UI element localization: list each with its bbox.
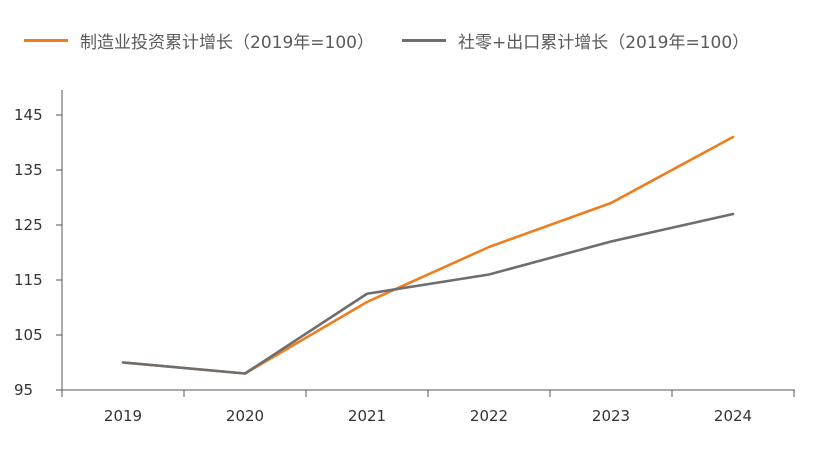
legend-item-retail-export: 社零+出口累计增长（2019年=100） [401,28,750,53]
data-point-series-1 [488,273,490,276]
y-tick-label: 115 [14,271,43,289]
axes: 95 105 115 125 135 145 2019 2020 2021 2022 2023 202… [14,90,795,425]
data-point-series-1 [610,240,612,243]
data-point-series-0 [610,202,612,204]
x-tick-label: 2023 [592,407,630,425]
legend-label-retail-export: 社零+出口累计增长（2019年=100） [457,33,750,53]
data-point-series-1 [732,213,734,215]
data-point-series-1 [244,372,246,375]
legend-swatch-manufacturing [24,39,68,42]
x-tick-label: 2022 [470,407,508,425]
legend-swatch-retail-export [401,39,446,42]
y-tick-label: 105 [14,326,43,344]
data-point-series-0 [488,246,490,248]
y-tick-label: 125 [14,216,43,234]
legend-label-manufacturing: 制造业投资累计增长（2019年=100） [80,33,374,53]
data-point-series-1 [122,361,124,364]
x-tick-label: 2021 [348,407,386,425]
y-tick-label: 135 [14,161,43,179]
data-point-series-0 [366,301,368,303]
series-layer [121,135,735,375]
series-line-1 [121,212,735,375]
legend-item-manufacturing: 制造业投资累计增长（2019年=100） [24,28,374,53]
data-point-series-1 [366,292,368,295]
y-tick-label: 95 [14,381,33,399]
series-line-0 [121,135,735,375]
x-tick-label: 2024 [714,407,752,425]
y-tick-label: 145 [14,106,43,124]
legend: 制造业投资累计增长（2019年=100） 社零+出口累计增长（2019年=100… [24,28,749,53]
x-tick-label: 2020 [226,407,264,425]
data-point-series-0 [732,136,734,138]
x-tick-label: 2019 [104,407,142,425]
